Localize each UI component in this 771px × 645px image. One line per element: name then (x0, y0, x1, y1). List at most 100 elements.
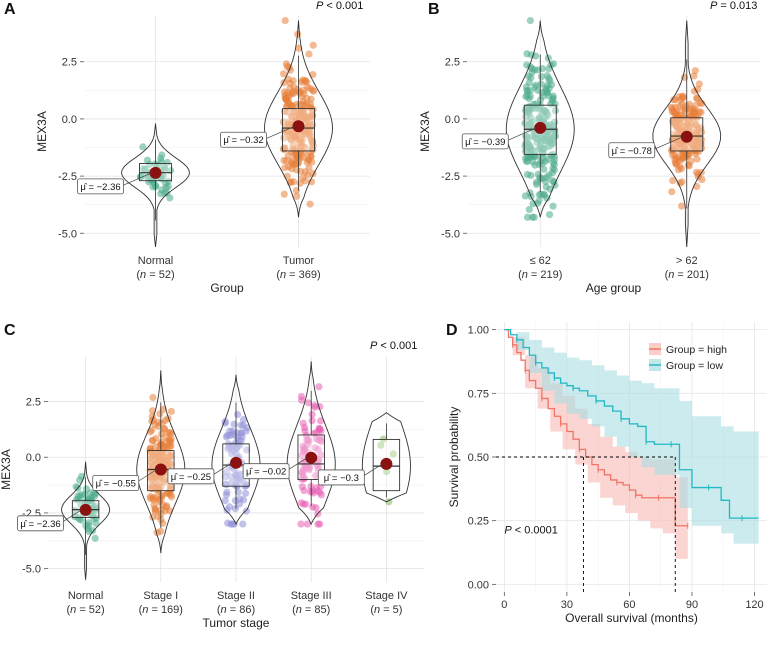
data-point (693, 155, 701, 163)
data-point (551, 100, 559, 108)
count-open: ( (665, 269, 669, 281)
data-point (683, 115, 691, 123)
data-point (668, 188, 676, 196)
y-tick-label: -5.0 (22, 564, 41, 576)
panel-letter: A (4, 1, 16, 18)
p-value-text: = 0.013 (717, 0, 757, 12)
x-tick-count: (n = 86) (217, 604, 255, 616)
data-point (695, 108, 704, 116)
data-point (309, 86, 317, 94)
data-point (536, 113, 544, 121)
data-point (242, 427, 250, 435)
mean-label-connector (504, 127, 537, 143)
panel-b: B P = 0.013 2.5 0.0 -2.5 -5.0 MEX3A μ̂ = −0.39 ≤… (418, 0, 760, 295)
data-point (146, 444, 155, 452)
mean-label-box (220, 131, 267, 148)
data-point (147, 473, 155, 481)
data-point (280, 190, 288, 198)
y-tick-label: 0.0 (62, 114, 77, 126)
data-point (527, 73, 535, 82)
count-open: ( (139, 604, 143, 616)
data-point (239, 415, 248, 424)
data-point (299, 174, 307, 182)
mean-marker (154, 463, 167, 476)
data-point (689, 114, 697, 123)
data-point (670, 96, 678, 104)
data-point (157, 154, 165, 163)
data-point (141, 165, 149, 173)
data-point (243, 446, 251, 454)
data-point (298, 452, 306, 460)
data-point (521, 192, 530, 200)
data-point (89, 526, 97, 535)
count-value: = 169) (148, 604, 183, 616)
y-axis-label: MEX3A (0, 449, 13, 490)
count-value: = 201) (674, 269, 709, 281)
count-symbol: n (374, 604, 380, 616)
p-value-symbol: P (710, 0, 718, 12)
data-point (672, 122, 680, 130)
count-value: = 369) (286, 269, 321, 281)
mean-label-connector (650, 136, 683, 152)
panel-a: A P < 0.001 2.5 0.0 -2.5 -5.0 MEX3A μ̂ = −2.36 N… (4, 0, 370, 295)
p-value-label: P < 0.0001 (504, 524, 558, 536)
mean-label-box (608, 142, 656, 159)
mean-label: μ̂ = −0.02 (242, 457, 308, 480)
group-tumor: μ̂ = −0.32 (220, 16, 333, 218)
data-point (677, 165, 686, 173)
count-symbol: n (280, 269, 286, 281)
violin-outline (136, 370, 186, 554)
data-point (540, 165, 548, 173)
y-tick-label: 0.25 (468, 516, 489, 528)
data-point (294, 85, 302, 94)
data-point (239, 520, 247, 528)
data-point (160, 457, 168, 465)
data-point (550, 178, 558, 186)
data-point (298, 396, 306, 404)
data-point (161, 179, 170, 187)
group-normal: μ̂ = −2.36 (77, 123, 190, 248)
mean-label-box (317, 469, 365, 486)
data-point (289, 77, 297, 85)
x-tick-label: Stage II (217, 590, 255, 602)
data-point (167, 460, 176, 468)
data-point (230, 520, 238, 528)
data-point (300, 444, 309, 452)
data-point (287, 178, 295, 186)
data-point (148, 407, 157, 415)
data-point (280, 156, 288, 165)
mean-label-text: μ̂ = −2.36 (20, 519, 60, 530)
data-point (545, 210, 554, 219)
data-point (531, 131, 539, 139)
data-point (299, 76, 307, 84)
data-point (167, 407, 176, 416)
data-point (139, 143, 147, 151)
data-point (538, 160, 546, 168)
mean-label-box (242, 463, 290, 480)
data-point (544, 155, 552, 163)
data-point (153, 529, 161, 537)
data-point (150, 501, 158, 509)
data-point (166, 429, 174, 437)
data-point (309, 503, 317, 511)
data-point (163, 438, 171, 446)
count-open: ( (276, 269, 280, 281)
data-point (315, 383, 323, 391)
mean-label-text: μ̂ = −0.02 (246, 467, 286, 478)
x-tick-label: 60 (623, 599, 635, 611)
y-tick-label: -2.5 (58, 171, 77, 183)
data-point (233, 410, 242, 419)
data-point (671, 158, 679, 166)
data-point (544, 111, 552, 119)
mean-label-text: μ̂ = −0.55 (96, 479, 136, 490)
data-point (227, 479, 236, 487)
mean-label-connector (262, 125, 295, 141)
data-point (524, 157, 532, 165)
data-point (149, 393, 157, 402)
x-tick-label: Stage I (143, 590, 178, 602)
data-point (85, 521, 93, 529)
data-point (383, 467, 391, 476)
data-point (303, 520, 311, 528)
data-point (157, 438, 165, 447)
data-point (301, 115, 310, 123)
